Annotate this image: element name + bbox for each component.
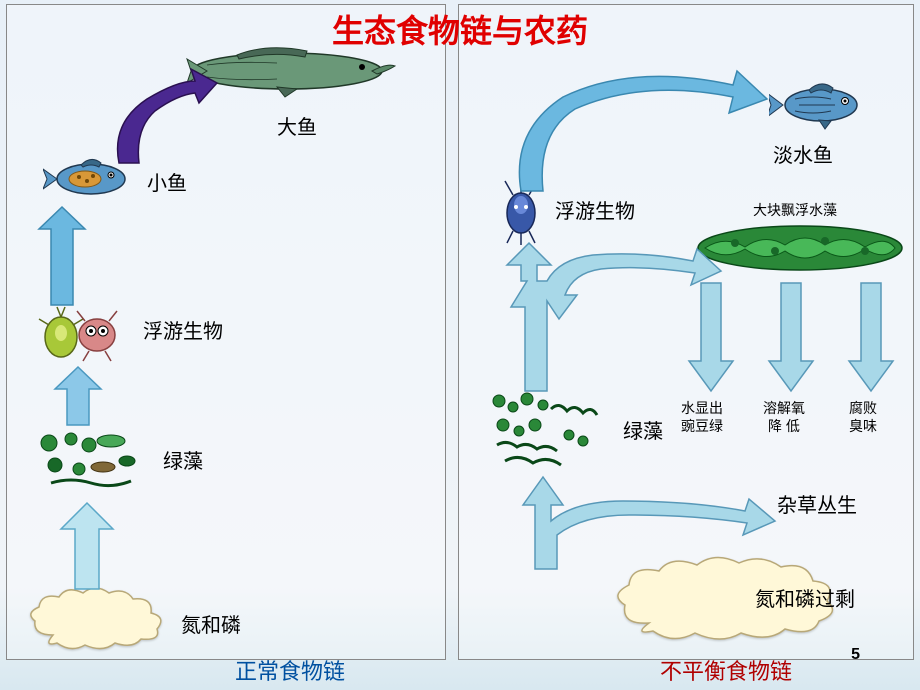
page-number: 5 (851, 646, 860, 664)
freshwater-fish-label: 淡水鱼 (773, 139, 833, 168)
weeds-label: 杂草丛生 (777, 489, 857, 518)
arrow-np-branch (513, 461, 783, 569)
caption-right: 不平衡食物链 (660, 654, 792, 686)
arrow-smallfish-bigfish (107, 73, 217, 163)
left-panel: 大鱼 小鱼 浮游生物 (6, 4, 446, 660)
np-cloud-left (23, 585, 173, 660)
arrow-effect-1 (687, 283, 735, 391)
arrow-plankton-smallfish (35, 207, 89, 305)
arrow-effect-2 (767, 283, 815, 391)
main-title: 生态食物链与农药 (0, 6, 920, 52)
arrow-plankton-fish (503, 61, 773, 191)
right-panel: 淡水鱼 浮游生物 大块飘浮水藻 绿藻 杂草丛生 (458, 4, 914, 660)
np-left-label: 氮和磷 (181, 609, 241, 638)
arrow-effect-3 (847, 283, 895, 391)
plankton-right-label: 浮游生物 (555, 195, 635, 224)
effect2-label: 溶解氧降 低 (763, 399, 805, 435)
caption-left: 正常食物链 (235, 654, 345, 686)
bigfish-label: 大鱼 (277, 111, 317, 140)
freshwater-fish-icon (769, 73, 869, 138)
algae-left-label: 绿藻 (163, 445, 203, 474)
arrow-algae-plankton (51, 367, 105, 425)
effect3-label: 腐败臭味 (849, 399, 877, 435)
effect1-label: 水显出豌豆绿 (681, 399, 723, 435)
arrow-np-algae (57, 503, 117, 589)
plankton-left-label: 浮游生物 (143, 315, 223, 344)
np-excess-label: 氮和磷过剩 (755, 583, 855, 612)
algae-right-label: 绿藻 (623, 415, 663, 444)
plankton-left-icon (37, 305, 127, 370)
floating-algae-icon (695, 221, 905, 280)
algae-left-icon (31, 425, 151, 500)
smallfish-label: 小鱼 (147, 167, 187, 196)
floating-algae-label: 大块飘浮水藻 (753, 201, 837, 219)
